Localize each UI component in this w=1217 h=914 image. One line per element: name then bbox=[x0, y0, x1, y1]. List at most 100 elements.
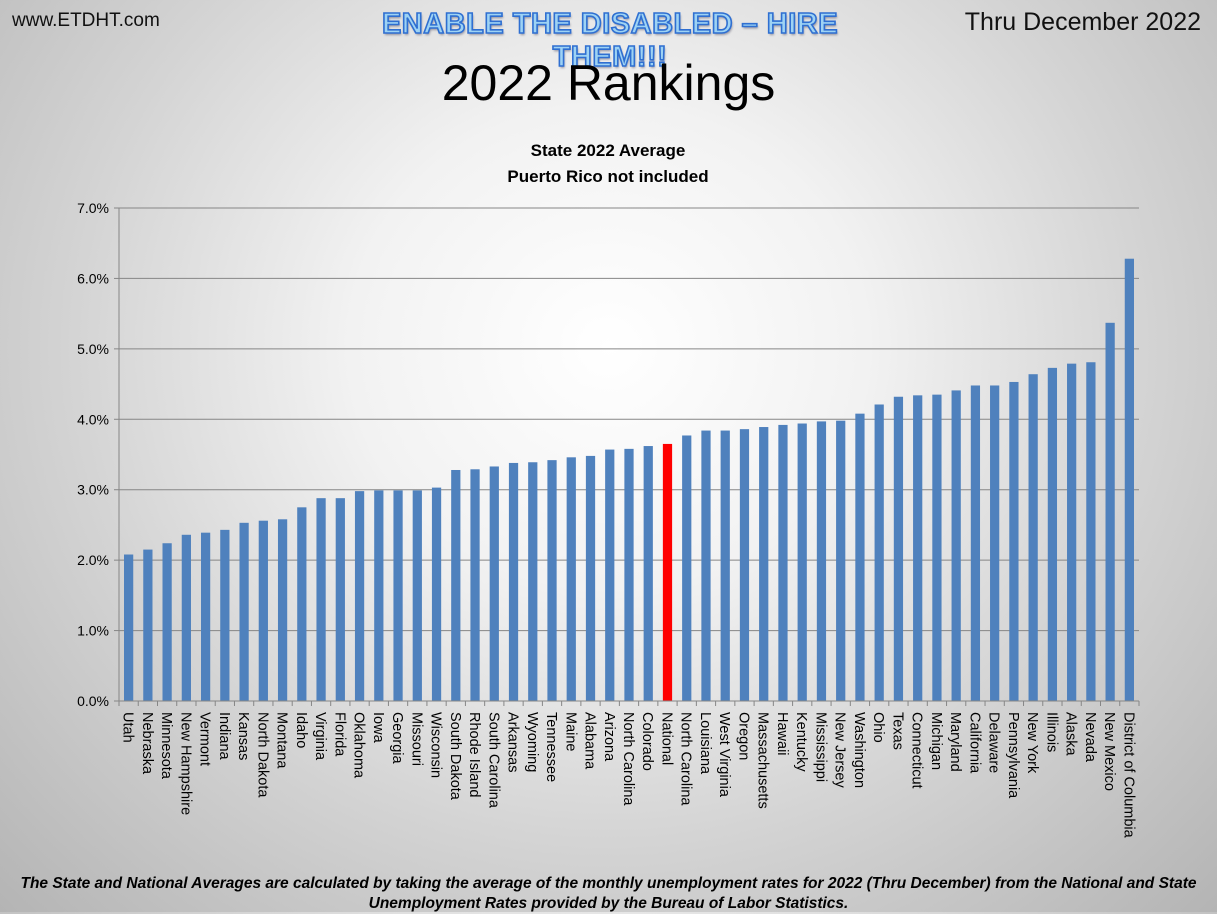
x-tick-label: Delaware bbox=[986, 712, 1002, 773]
bar bbox=[354, 491, 365, 701]
bar bbox=[932, 394, 942, 701]
x-tick-label: Oregon bbox=[736, 712, 752, 760]
x-tick-label: Arizona bbox=[601, 712, 617, 762]
bar bbox=[258, 520, 268, 701]
bar bbox=[893, 396, 904, 701]
bar bbox=[720, 430, 730, 701]
bar bbox=[239, 522, 249, 701]
bar bbox=[1124, 258, 1134, 701]
bar bbox=[1028, 374, 1038, 701]
x-tick-label: Louisiana bbox=[697, 712, 713, 775]
bar-national bbox=[662, 443, 673, 701]
bar bbox=[797, 423, 807, 701]
bar bbox=[836, 420, 846, 701]
bar bbox=[451, 469, 461, 701]
bar bbox=[605, 449, 615, 701]
y-tick-label: 0.0% bbox=[77, 693, 109, 709]
x-tick-label: Wyoming bbox=[524, 712, 540, 772]
x-tick-label: Idaho bbox=[293, 712, 309, 748]
x-tick-label: Montana bbox=[274, 712, 290, 769]
x-tick-label: Missouri bbox=[408, 712, 424, 766]
chart-subtitle: Puerto Rico not included bbox=[507, 167, 709, 186]
x-tick-label: Colorado bbox=[639, 712, 655, 771]
x-tick-label: Kentucky bbox=[793, 712, 809, 772]
y-tick-label: 2.0% bbox=[77, 552, 109, 568]
bar bbox=[970, 385, 981, 701]
chart-title-block: State 2022 Average Puerto Rico not inclu… bbox=[408, 138, 808, 190]
bar bbox=[316, 498, 326, 701]
y-tick-label: 5.0% bbox=[77, 341, 109, 357]
bar bbox=[489, 466, 499, 701]
bar bbox=[143, 549, 153, 701]
x-tick-label: District of Columbia bbox=[1120, 712, 1136, 839]
bar bbox=[624, 448, 634, 701]
x-tick-label: Alabama bbox=[582, 712, 598, 770]
bar bbox=[855, 413, 865, 701]
period-label: Thru December 2022 bbox=[964, 8, 1201, 36]
x-tick-label: Rhode Island bbox=[466, 712, 482, 797]
x-tick-label: New York bbox=[1024, 712, 1040, 774]
bar bbox=[778, 424, 788, 701]
bar bbox=[220, 529, 230, 701]
x-tick-label: National bbox=[659, 712, 675, 765]
bar bbox=[739, 429, 750, 701]
x-tick-label: Ohio bbox=[870, 712, 886, 743]
x-axis-labels: Utah Nebraska Minnesota New Hampshire Vermon… bbox=[118, 700, 1140, 839]
x-tick-label: Florida bbox=[331, 712, 347, 757]
y-tick-label: 3.0% bbox=[77, 482, 109, 498]
bar bbox=[585, 455, 596, 701]
banner-slogan: ENABLE THE DISABLED – HIRE THEM!!! bbox=[381, 7, 839, 74]
bar bbox=[431, 487, 442, 701]
x-tick-label: Connecticut bbox=[909, 712, 925, 789]
bar bbox=[470, 469, 480, 701]
x-tick-label: Kansas bbox=[235, 712, 251, 760]
bar bbox=[1009, 381, 1019, 701]
y-tick-label: 6.0% bbox=[77, 270, 109, 286]
chart-title: State 2022 Average bbox=[530, 141, 686, 160]
x-tick-label: Pennsylvania bbox=[1005, 712, 1021, 799]
y-tick-label: 1.0% bbox=[77, 623, 109, 639]
bar-chart: 0.0% 1.0% 2.0% 3.0% 4.0% 5.0% 6.0% 7.0% Utah Neb… bbox=[77, 200, 1140, 839]
x-tick-label: Indiana bbox=[216, 712, 232, 761]
x-tick-label: Minnesota bbox=[158, 712, 174, 780]
bar bbox=[374, 490, 384, 701]
x-tick-label: New Mexico bbox=[1101, 712, 1117, 791]
bar bbox=[682, 435, 692, 701]
bar bbox=[701, 430, 711, 701]
x-tick-label: Illinois bbox=[1043, 712, 1059, 752]
bar bbox=[759, 427, 769, 701]
x-tick-label: North Carolina bbox=[678, 712, 694, 806]
x-tick-label: Tennessee bbox=[543, 712, 559, 782]
x-tick-label: New Jersey bbox=[832, 712, 848, 788]
page-title: 2022 Rankings bbox=[441, 55, 776, 111]
bar bbox=[528, 462, 538, 701]
x-tick-label: Nebraska bbox=[139, 712, 155, 775]
bar bbox=[566, 457, 576, 701]
bar bbox=[874, 404, 884, 701]
x-tick-label: Wisconsin bbox=[428, 712, 444, 778]
y-tick-label: 7.0% bbox=[77, 200, 109, 216]
bar bbox=[335, 498, 345, 701]
x-tick-label: Georgia bbox=[389, 712, 405, 765]
x-tick-label: Arkansas bbox=[505, 712, 521, 772]
x-tick-label: Washington bbox=[851, 712, 867, 788]
x-tick-label: Vermont bbox=[197, 712, 213, 766]
bar bbox=[508, 462, 519, 701]
bar bbox=[1086, 362, 1096, 701]
x-tick-label: Maryland bbox=[947, 712, 963, 772]
x-tick-label: Virginia bbox=[312, 712, 328, 761]
bar bbox=[124, 554, 134, 701]
x-tick-label: New Hampshire bbox=[177, 712, 193, 815]
bar bbox=[643, 446, 653, 701]
bar bbox=[990, 385, 1000, 701]
x-tick-label: Iowa bbox=[370, 712, 386, 744]
x-tick-label: South Carolina bbox=[485, 712, 501, 809]
site-url: www.ETDHT.com bbox=[12, 10, 160, 31]
x-tick-label: Utah bbox=[120, 712, 136, 743]
x-tick-label: South Dakota bbox=[447, 712, 463, 801]
x-tick-label: Michigan bbox=[928, 712, 944, 770]
x-tick-label: North Carolina bbox=[620, 712, 636, 806]
bar bbox=[393, 490, 403, 701]
x-tick-label: Massachusetts bbox=[755, 712, 771, 809]
bar bbox=[200, 532, 211, 701]
